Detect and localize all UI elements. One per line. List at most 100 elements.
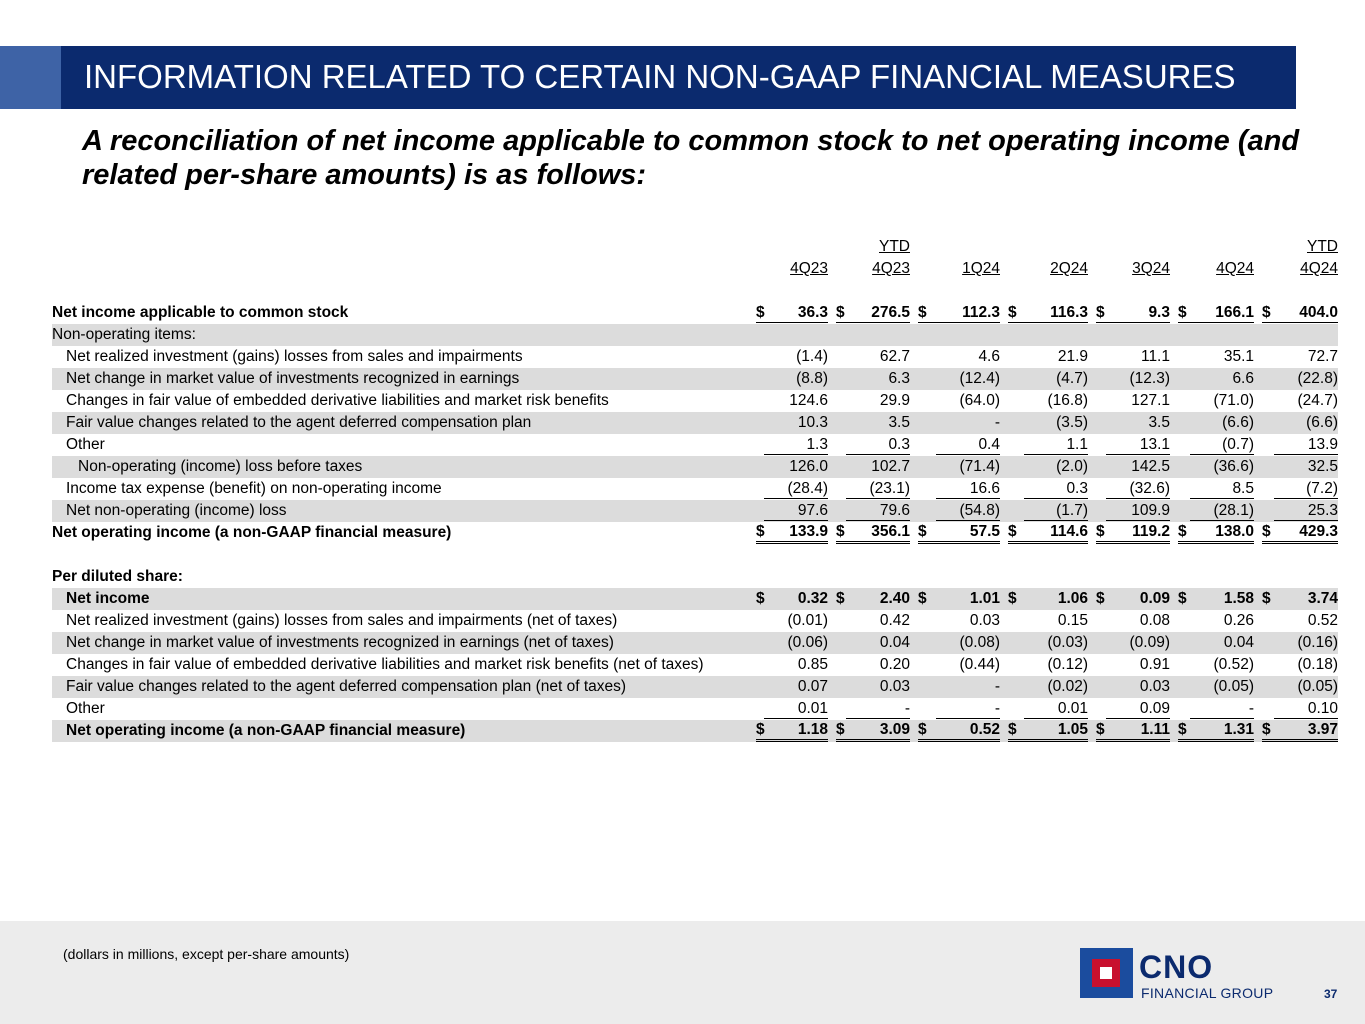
cell-value: (16.8) bbox=[1047, 392, 1089, 409]
table-cell: 0.01 bbox=[748, 698, 828, 720]
table-cell: (28.4) bbox=[748, 478, 828, 500]
page-title: INFORMATION RELATED TO CERTAIN NON-GAAP … bbox=[84, 58, 1236, 95]
table-cell: (0.12) bbox=[1000, 654, 1089, 676]
cell-value: 112.3 bbox=[962, 303, 1000, 321]
currency-symbol: $ bbox=[1178, 303, 1187, 321]
column-header: 4Q24 bbox=[1300, 260, 1338, 277]
non-operating-item-row: Net realized investment (gains) losses f… bbox=[52, 346, 1338, 368]
cell-value: 0.03 bbox=[879, 678, 910, 695]
cell-value: 429.3 bbox=[1299, 522, 1338, 540]
cell-value: (0.01) bbox=[787, 612, 829, 629]
cell-value: 0.4 bbox=[936, 436, 1000, 455]
cell-value: 0.52 bbox=[1307, 612, 1338, 629]
table-cell: (12.3) bbox=[1088, 368, 1170, 390]
cell-value: 0.01 bbox=[764, 700, 828, 719]
cell-value: 25.3 bbox=[1274, 502, 1338, 521]
table-cell: (12.4) bbox=[910, 368, 1000, 390]
table-cell: 1.1 bbox=[1000, 434, 1088, 456]
table-cell: 3.5 bbox=[1088, 412, 1170, 434]
table-cell: (0.01) bbox=[748, 610, 829, 632]
cell-value: 6.6 bbox=[1232, 370, 1254, 387]
cell-value: (0.09) bbox=[1129, 634, 1171, 651]
cell-value: (28.4) bbox=[764, 480, 828, 499]
table-cell: 0.4 bbox=[910, 434, 1000, 456]
table-cell: $3.74 bbox=[1254, 588, 1338, 610]
cell-value: (0.08) bbox=[959, 634, 1001, 651]
cell-value: (0.03) bbox=[1047, 634, 1089, 651]
cell-value: 404.0 bbox=[1299, 303, 1338, 321]
table-cell: 102.7 bbox=[828, 456, 910, 478]
currency-symbol: $ bbox=[918, 522, 927, 540]
currency-symbol: $ bbox=[918, 590, 927, 607]
cell-value: 0.04 bbox=[879, 634, 910, 651]
table-cell: $138.0 bbox=[1170, 522, 1254, 544]
cell-value: 1.18 bbox=[797, 720, 828, 738]
table-cell: (0.06) bbox=[748, 632, 828, 654]
table-cell: $1.01 bbox=[910, 588, 1000, 610]
currency-symbol: $ bbox=[1008, 590, 1017, 607]
cell-value: 119.2 bbox=[1132, 522, 1170, 540]
cell-value: 4.6 bbox=[978, 348, 1000, 365]
cell-value: (3.5) bbox=[1056, 414, 1088, 431]
row-label: Net realized investment (gains) losses f… bbox=[66, 612, 618, 629]
table-cell: $429.3 bbox=[1254, 522, 1338, 544]
row-label: Income tax expense (benefit) on non-oper… bbox=[66, 480, 442, 497]
row-label: Changes in fair value of embedded deriva… bbox=[66, 656, 704, 673]
table-cell: $119.2 bbox=[1088, 522, 1170, 544]
cell-value: - bbox=[994, 414, 1000, 431]
table-cell: 25.3 bbox=[1254, 500, 1338, 522]
row-label: Net income bbox=[52, 588, 748, 610]
non-operating-item-row: Fair value changes related to the agent … bbox=[52, 412, 1338, 434]
logo-wordmark: CNO bbox=[1139, 949, 1214, 985]
cell-value: 21.9 bbox=[1057, 348, 1088, 365]
currency-symbol: $ bbox=[1096, 720, 1105, 738]
cell-value: 79.6 bbox=[846, 502, 910, 521]
row-label: Net operating income (a non-GAAP financi… bbox=[52, 524, 452, 541]
table-cell: 72.7 bbox=[1254, 346, 1338, 368]
currency-symbol: $ bbox=[836, 303, 845, 321]
cell-value: (36.6) bbox=[1213, 458, 1255, 475]
table-cell: (28.1) bbox=[1170, 500, 1254, 522]
cell-value: 3.5 bbox=[888, 414, 910, 431]
row-label: Net non-operating (income) loss bbox=[52, 500, 748, 522]
table-cell: 124.6 bbox=[748, 390, 828, 412]
cell-value: (7.2) bbox=[1274, 480, 1338, 499]
cell-value: 356.1 bbox=[871, 522, 910, 540]
table-cell: 10.3 bbox=[748, 412, 828, 434]
table-cell: - bbox=[910, 412, 1000, 434]
cell-value: 9.3 bbox=[1148, 303, 1170, 321]
per-share-item-row: Changes in fair value of embedded deriva… bbox=[52, 654, 1338, 676]
table-cell: 0.03 bbox=[828, 676, 910, 698]
cell-value: 0.20 bbox=[879, 656, 910, 673]
table-cell: $57.5 bbox=[910, 522, 1000, 544]
table-cell: 0.15 bbox=[1000, 610, 1088, 632]
row-label: Non-operating items: bbox=[52, 324, 748, 346]
table-cell: (22.8) bbox=[1254, 368, 1338, 390]
table-cell: (6.6) bbox=[1254, 412, 1338, 434]
cell-value: 0.3 bbox=[846, 436, 910, 455]
cell-value: 109.9 bbox=[1106, 502, 1170, 521]
table-cell: (0.05) bbox=[1170, 676, 1254, 698]
cell-value: (71.0) bbox=[1213, 392, 1255, 409]
header-row: 4Q23 4Q23 1Q24 2Q24 3Q24 4Q24 4Q24 bbox=[52, 258, 1338, 280]
table-cell: - bbox=[910, 676, 1000, 698]
cell-value: 35.1 bbox=[1223, 348, 1254, 365]
table-cell: (71.0) bbox=[1170, 390, 1255, 412]
currency-symbol: $ bbox=[1008, 522, 1017, 540]
cell-value: 1.3 bbox=[764, 436, 828, 455]
per-share-net-income-row: Net income $0.32 $2.40 $1.01 $1.06 $0.09 $1.58… bbox=[52, 588, 1338, 610]
cell-value: (28.1) bbox=[1190, 502, 1254, 521]
cell-value: 3.74 bbox=[1307, 590, 1338, 607]
table-cell: $356.1 bbox=[828, 522, 910, 544]
cell-value: 0.42 bbox=[879, 612, 910, 629]
currency-symbol: $ bbox=[1178, 522, 1187, 540]
table-cell: - bbox=[1170, 698, 1254, 720]
cell-value: - bbox=[994, 678, 1000, 695]
cell-value: (6.6) bbox=[1306, 414, 1338, 431]
net-income-row: Net income applicable to common stock $36… bbox=[52, 302, 1338, 324]
table-cell: (0.7) bbox=[1170, 434, 1254, 456]
cell-value: 3.5 bbox=[1148, 414, 1170, 431]
cell-value: (0.02) bbox=[1047, 678, 1089, 695]
table-cell: (71.4) bbox=[910, 456, 1000, 478]
table-cell: 0.07 bbox=[748, 676, 828, 698]
